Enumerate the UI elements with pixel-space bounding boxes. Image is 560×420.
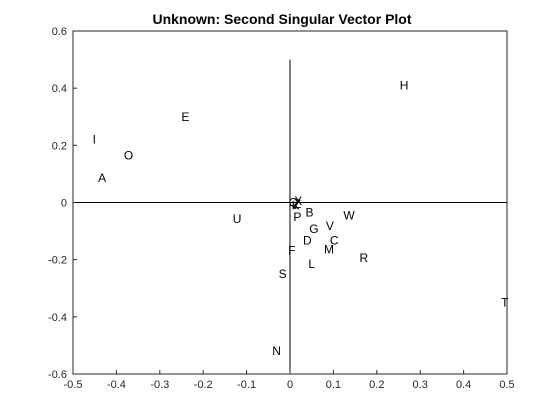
x-tick-label: 0.5: [499, 379, 514, 391]
y-tick-label: -0.2: [48, 255, 67, 267]
y-tick-label: 0.2: [52, 140, 67, 152]
x-tick-label: -0.5: [64, 379, 83, 391]
data-point: Q: [289, 196, 298, 210]
x-tick-label: 0.4: [456, 379, 471, 391]
x-tick-label: -0.3: [150, 379, 169, 391]
x-tick-label: 0: [287, 379, 293, 391]
data-point: D: [303, 234, 312, 248]
data-point: H: [400, 78, 409, 92]
x-tick-label: -0.2: [194, 379, 213, 391]
data-point: O: [124, 148, 133, 162]
x-tick-label: 0.2: [369, 379, 384, 391]
y-tick-label: 0.4: [52, 83, 67, 95]
data-point: W: [343, 208, 355, 222]
data-point: R: [359, 251, 368, 265]
x-tick-label: 0.3: [413, 379, 428, 391]
data-point: L: [308, 257, 315, 271]
data-point: I: [93, 133, 96, 147]
data-point: Z: [294, 197, 301, 211]
y-tick-label: -0.6: [48, 369, 67, 381]
y-tick-label: -0.4: [48, 312, 67, 324]
data-point: M: [324, 243, 334, 257]
data-point: P: [293, 210, 301, 224]
data-point: E: [181, 110, 189, 124]
data-point: A: [98, 171, 106, 185]
x-axis-ticks: -0.5 -0.4 -0.3 -0.2 -0.1 0 0.1 0.2 0.3 0.4 0.5: [64, 370, 515, 391]
y-tick-label: 0: [61, 198, 67, 210]
data-point: V: [326, 219, 334, 233]
data-point: X: [294, 194, 302, 208]
data-point: F: [288, 244, 295, 258]
data-point: K: [292, 198, 300, 212]
y-axis-ticks: -0.6 -0.4 -0.2 0 0.2 0.4 0.6: [48, 26, 77, 381]
data-point: U: [233, 212, 242, 226]
data-point: T: [501, 296, 509, 310]
x-tick-label: -0.4: [107, 379, 126, 391]
chart-title: Unknown: Second Singular Vector Plot: [152, 11, 411, 27]
y-tick-label: 0.6: [52, 26, 67, 38]
data-point: C: [330, 234, 339, 248]
data-point: N: [272, 344, 281, 358]
data-point: G: [309, 222, 318, 236]
x-tick-label: 0.1: [326, 379, 341, 391]
x-tick-label: -0.1: [237, 379, 256, 391]
data-point: S: [279, 267, 287, 281]
data-point: B: [306, 206, 314, 220]
